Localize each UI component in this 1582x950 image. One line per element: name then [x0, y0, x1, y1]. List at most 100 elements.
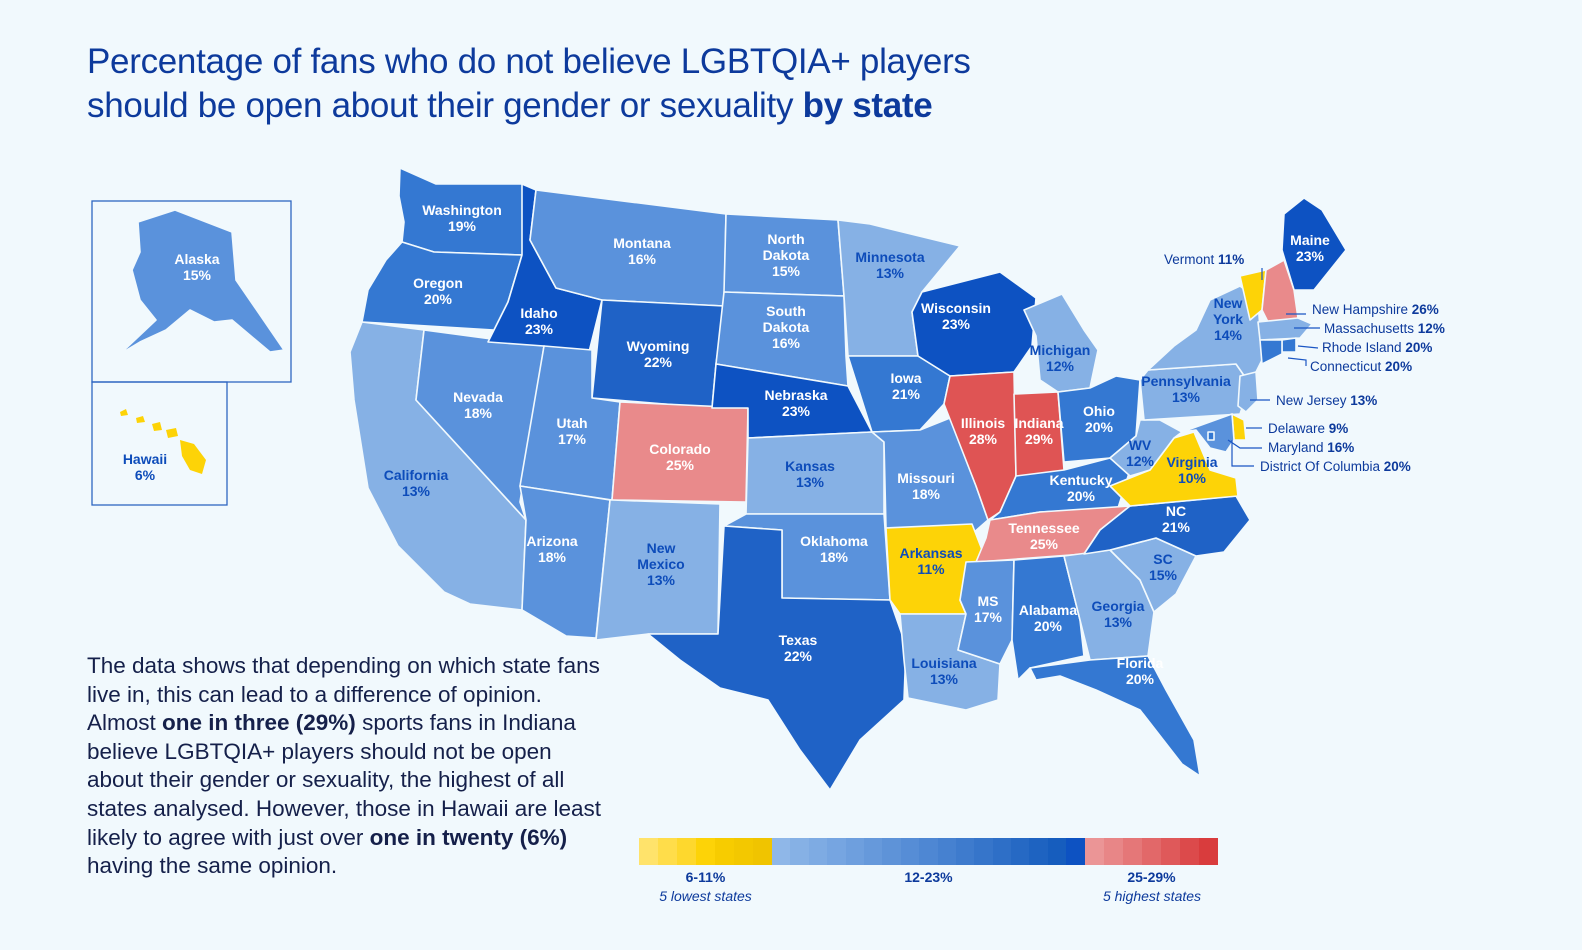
leader-line-9: [1231, 440, 1254, 467]
title-line-1: Percentage of fans who do not believe LG…: [87, 42, 971, 81]
legend-swatch-high-3: [1122, 838, 1142, 865]
label-ms: MS 17%: [974, 593, 1003, 625]
state-florida: [1029, 655, 1201, 777]
state-alaska: [119, 209, 285, 355]
label-rhode-island: Rhode Island 20%: [1322, 340, 1432, 355]
state-nc: [1083, 495, 1251, 557]
label-sc: SC 15%: [1149, 551, 1178, 583]
state-kansas: [745, 431, 885, 515]
label-new-jersey: New Jersey 13%: [1276, 393, 1377, 408]
label-north-dakota: North Dakota 15%: [763, 231, 810, 279]
label-tennessee: Tennessee 25%: [1008, 520, 1080, 552]
legend-swatch-mid-9: [919, 838, 938, 865]
label-maryland: Maryland 16%: [1268, 440, 1354, 455]
label-wv: WV 12%: [1126, 437, 1155, 469]
hawaii-island-4: [166, 428, 178, 438]
legend-mid-range: 12-23%: [904, 869, 953, 885]
legend-low-note: 5 lowest states: [659, 888, 752, 904]
label-idaho: Idaho 23%: [520, 305, 557, 337]
description-part-2: sports fans in Indiana believe LGBTQIA+ …: [87, 710, 602, 850]
legend-swatch-mid-13: [992, 838, 1012, 865]
legend-swatch-mid-4: [827, 838, 846, 865]
legend-swatch-mid-17: [1066, 838, 1085, 865]
leader-line-4: [1297, 345, 1319, 349]
description-text: The data shows that depending on which s…: [87, 652, 607, 881]
hawaii-island-1: [120, 409, 128, 416]
legend-swatch-mid-1: [772, 838, 791, 865]
state-south-dakota: [715, 291, 849, 387]
label-montana: Montana 16%: [613, 235, 671, 267]
label-nevada: Nevada 18%: [453, 389, 503, 421]
legend-swatch-mid-5: [845, 838, 864, 865]
description-part-3: having the same opinion.: [87, 853, 338, 879]
legend-swatch-mid-16: [1047, 838, 1067, 865]
hawaii-island-5: [180, 440, 206, 474]
legend-swatch-mid-11: [955, 838, 975, 865]
state-new-jersey: [1237, 371, 1259, 413]
label-alaska: Alaska 15%: [174, 251, 219, 283]
state-ohio: [1057, 375, 1141, 463]
label-colorado: Colorado 25%: [649, 441, 710, 473]
title-line-2-regular: should be open about their gender or sex…: [87, 86, 803, 125]
state-connecticut: [1259, 339, 1283, 365]
label-hawaii: Hawaii 6%: [123, 451, 167, 483]
state-rhode-island: [1281, 337, 1297, 353]
description-part-1: The data shows that depending on which s…: [87, 653, 600, 736]
legend-swatch-high-5: [1160, 838, 1180, 865]
title-line-2: should be open about their gender or sex…: [87, 84, 1047, 128]
label-kansas: Kansas 13%: [785, 458, 835, 490]
label-vermont: Vermont 11%: [1164, 252, 1244, 267]
legend-high-range: 25-29%: [1127, 869, 1176, 885]
label-connecticut: Connecticut 20%: [1310, 359, 1412, 374]
label-alabama: Alabama 20%: [1019, 602, 1078, 634]
legend-swatch-mid-14: [1011, 838, 1030, 865]
legend-swatch-low-5: [715, 838, 734, 865]
state-maine: [1281, 197, 1347, 291]
leader-line-5: [1287, 357, 1307, 366]
color-legend: 6-11% 5 lowest states 12-23% 25-29% 5 hi…: [639, 838, 1218, 904]
legend-swatch-high-4: [1141, 838, 1161, 865]
legend-swatch-mid-15: [1029, 838, 1048, 865]
description-highlight-2: one in twenty (6%): [369, 824, 568, 850]
label-new-mexico: New Mexico 13%: [637, 540, 684, 588]
legend-swatch-mid-7: [882, 838, 901, 865]
label-nebraska: Nebraska 23%: [764, 387, 827, 419]
label-arizona: Arizona 18%: [526, 533, 578, 565]
label-iowa: Iowa 21%: [890, 370, 921, 402]
legend-low-range: 6-11%: [685, 869, 726, 885]
legend-swatch-mid-6: [863, 838, 883, 865]
legend-swatch-low-6: [734, 838, 753, 865]
legend-swatch-mid-10: [937, 838, 956, 865]
label-minnesota: Minnesota 13%: [855, 249, 924, 281]
page-title: Percentage of fans who do not believe LG…: [87, 40, 1047, 128]
label-pennsylvania: Pennsylvania 13%: [1141, 373, 1231, 405]
label-district-of-columbia: District Of Columbia 20%: [1260, 459, 1411, 474]
hawaii-island-2: [136, 416, 145, 423]
label-wyoming: Wyoming 22%: [627, 338, 690, 370]
legend-swatch-high-1: [1084, 838, 1104, 865]
label-new-hampshire: New Hampshire 26%: [1312, 302, 1439, 317]
title-line-2-bold: by state: [802, 86, 933, 125]
label-virginia: Virginia 10%: [1166, 454, 1217, 486]
label-oregon: Oregon 20%: [413, 275, 463, 307]
legend-swatch-high-6: [1179, 838, 1199, 865]
legend-swatch-mid-2: [790, 838, 809, 865]
hawaii-island-3: [152, 422, 162, 431]
legend-swatch-low-3: [677, 838, 696, 865]
legend-swatch-low-4: [696, 838, 715, 865]
label-south-dakota: South Dakota 16%: [763, 303, 810, 351]
label-massachusetts: Massachusetts 12%: [1324, 321, 1445, 336]
leader-lines: [1227, 268, 1320, 467]
label-wisconsin: Wisconsin 23%: [921, 300, 991, 332]
label-illinois: Illinois 28%: [961, 415, 1006, 447]
label-texas: Texas 22%: [779, 632, 818, 664]
legend-swatch-low-2: [658, 838, 677, 865]
label-florida: Florida 20%: [1117, 655, 1164, 687]
state-texas: [647, 525, 907, 791]
description-highlight-1: one in three (29%): [162, 710, 356, 736]
hawaii-islands: [120, 409, 206, 474]
legend-high-note: 5 highest states: [1102, 888, 1202, 904]
label-michigan: Michigan 12%: [1030, 342, 1091, 374]
legend-swatch-mid-12: [974, 838, 993, 865]
